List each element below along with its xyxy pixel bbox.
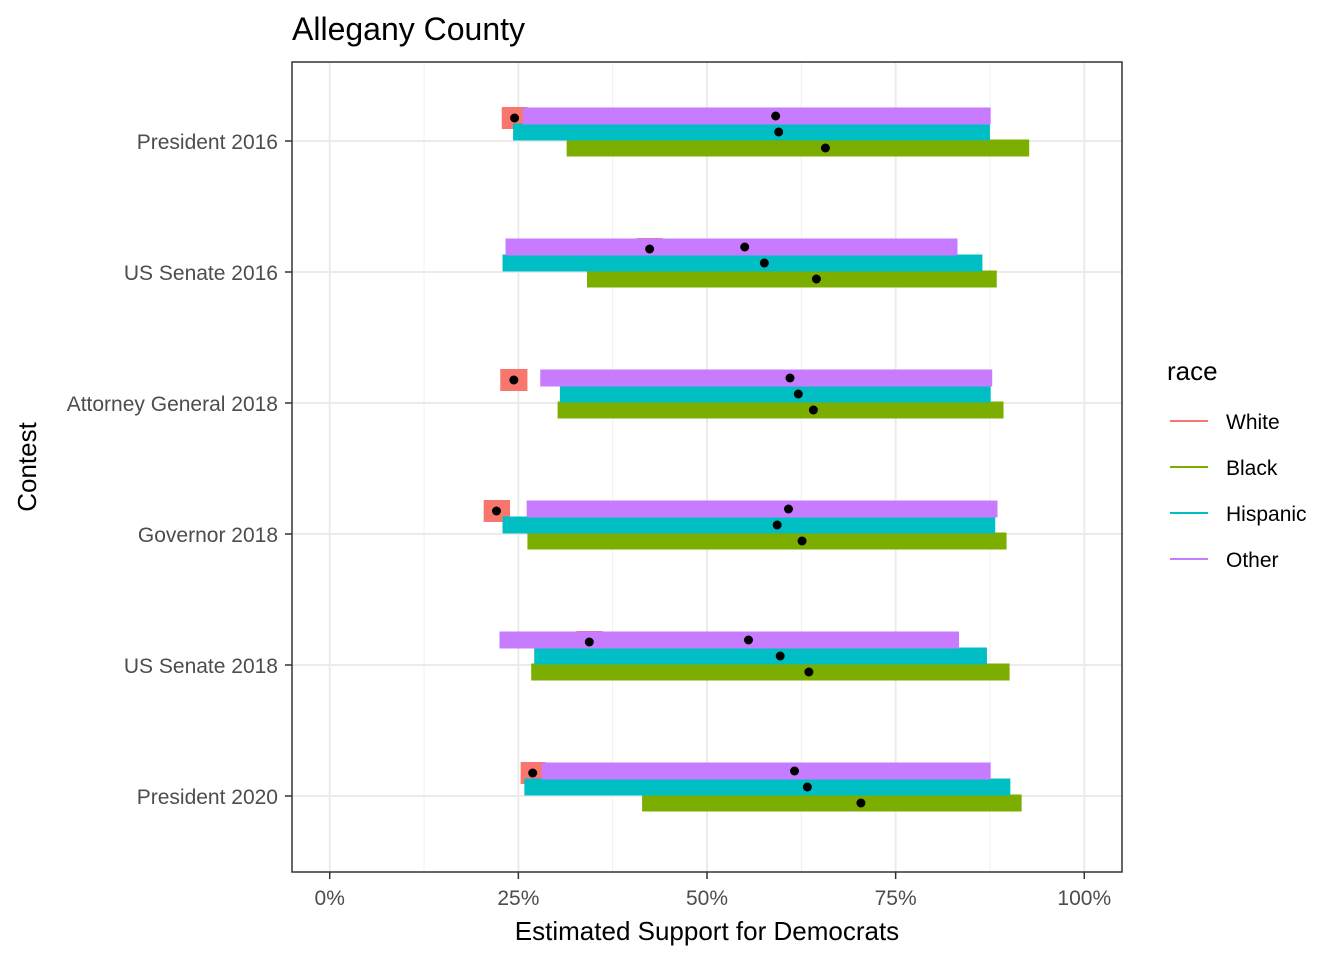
estimate-point-white [491, 506, 501, 516]
estimate-point-black [808, 405, 818, 415]
y-tick-label: Governor 2018 [138, 524, 278, 547]
interval-bar-hispanic [502, 516, 996, 534]
estimate-point-other [740, 242, 750, 252]
estimate-point-black [804, 667, 814, 677]
estimate-point-white [510, 113, 520, 123]
estimate-point-other [783, 504, 793, 514]
x-tick-label: 100% [1057, 887, 1111, 910]
x-tick-label: 0% [315, 887, 345, 910]
y-tick-label: President 2020 [137, 786, 278, 809]
y-tick-label: US Senate 2018 [124, 655, 278, 678]
interval-bar-other [526, 500, 998, 518]
estimate-point-white [528, 768, 538, 778]
x-tick-label: 50% [686, 887, 728, 910]
estimate-point-other [771, 111, 781, 121]
interval-bar-black [557, 401, 1004, 419]
legend-label-white: White [1226, 411, 1280, 434]
legend-label-black: Black [1226, 457, 1278, 480]
estimate-point-black [797, 536, 807, 546]
interval-bar-black [587, 270, 997, 288]
plot-panel: President 2016 US Senate 2016 Attorney Gen… [67, 61, 1123, 910]
interval-bar-other [541, 762, 991, 780]
estimate-point-hispanic [775, 651, 785, 661]
interval-bar-black [642, 794, 1022, 812]
estimate-point-other [744, 635, 753, 645]
interval-bar-other [522, 107, 991, 125]
y-tick-label: US Senate 2016 [124, 262, 278, 285]
interval-bar-hispanic [502, 254, 983, 272]
interval-bar-hispanic [559, 385, 991, 403]
interval-bar-black [527, 532, 1007, 550]
estimate-point-hispanic [772, 520, 782, 530]
chart-title: Allegany County [292, 11, 525, 47]
estimate-point-black [820, 143, 830, 153]
estimate-point-black [811, 274, 821, 284]
estimate-point-other [785, 373, 795, 383]
estimate-point-hispanic [759, 258, 769, 268]
estimate-point-hispanic [802, 782, 812, 792]
interval-bar-black [531, 663, 1010, 681]
interval-bar-hispanic [534, 647, 987, 665]
legend-label-hispanic: Hispanic [1226, 503, 1307, 526]
y-tick-label: President 2016 [137, 131, 278, 154]
y-tick-label: Attorney General 2018 [67, 393, 278, 416]
estimate-point-white [645, 244, 655, 254]
estimate-point-hispanic [793, 389, 803, 399]
x-axis-title: Estimated Support for Democrats [515, 916, 899, 946]
legend-title: race [1167, 356, 1218, 386]
estimate-point-black [856, 798, 866, 808]
interval-bar-hispanic [524, 778, 1011, 796]
x-tick-label: 75% [875, 887, 917, 910]
estimate-point-other [790, 766, 800, 776]
legend: race White Black Hispanic Other [1167, 356, 1307, 572]
estimate-point-hispanic [774, 127, 784, 137]
estimate-point-white [584, 637, 594, 647]
x-tick-label: 25% [497, 887, 539, 910]
interval-bar-other [505, 238, 958, 256]
interval-bar-black [566, 139, 1030, 157]
y-axis-title: Contest [12, 421, 42, 511]
legend-label-other: Other [1226, 549, 1279, 572]
interval-bar-hispanic [513, 123, 990, 141]
interval-bar-other [499, 631, 960, 649]
estimate-point-white [509, 375, 519, 385]
interval-bar-other [540, 369, 993, 387]
